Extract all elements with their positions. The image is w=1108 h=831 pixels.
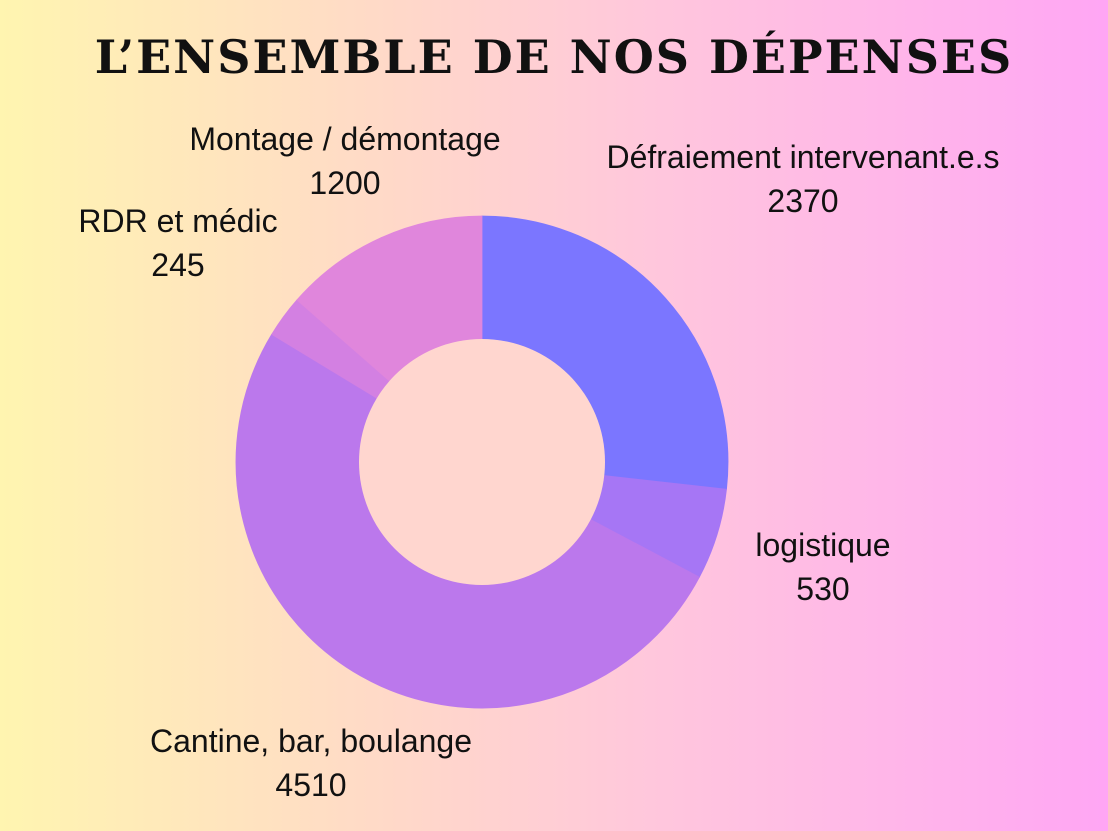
slice-label-2: Cantine, bar, boulange [150,723,472,759]
donut-hole [359,339,605,585]
slice-value-4: 1200 [309,165,380,201]
slice-label-1: logistique [755,527,890,563]
slice-label-4: Montage / démontage [189,121,500,157]
slice-value-3: 245 [151,247,204,283]
slice-value-2: 4510 [275,767,346,803]
slice-value-1: 530 [796,571,849,607]
slice-value-0: 2370 [767,183,838,219]
slice-label-3: RDR et médic [78,203,277,239]
chart-title: L’ENSEMBLE DE NOS DÉPENSES [94,30,1014,84]
slice-label-0: Défraiement intervenant.e.s [606,139,999,175]
